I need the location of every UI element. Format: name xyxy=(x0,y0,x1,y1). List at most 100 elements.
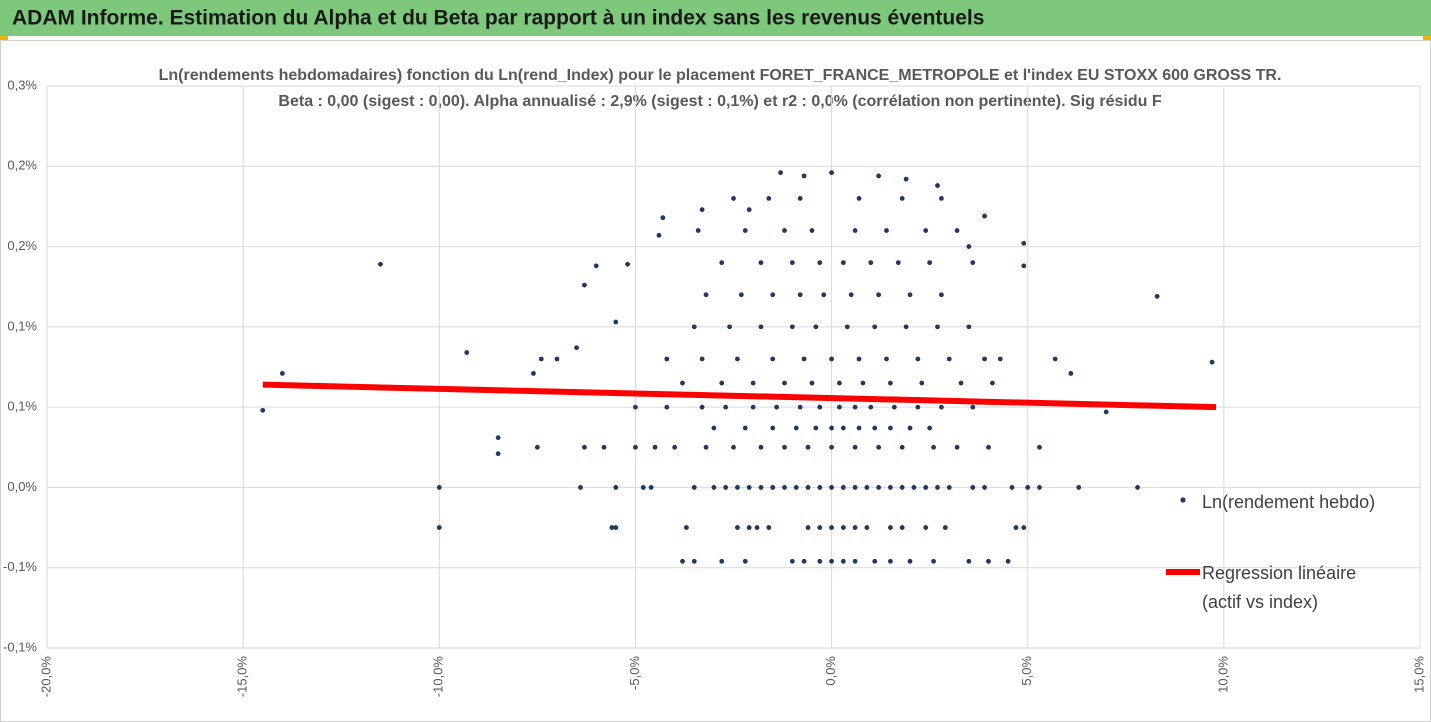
point xyxy=(899,485,905,490)
point xyxy=(782,380,787,386)
legend-item: Ln(rendement hebdo) xyxy=(1202,492,1376,512)
point xyxy=(378,261,383,267)
point xyxy=(797,292,803,298)
point xyxy=(966,324,972,330)
point xyxy=(954,444,960,450)
point xyxy=(531,371,536,376)
point xyxy=(609,525,615,530)
point xyxy=(1005,558,1011,564)
point xyxy=(946,485,952,490)
point xyxy=(982,485,987,490)
point xyxy=(837,380,842,386)
point xyxy=(817,558,823,564)
point xyxy=(986,444,991,450)
point xyxy=(1103,409,1109,415)
y-tick-label: 0,1% xyxy=(7,399,37,414)
point xyxy=(593,263,599,269)
point xyxy=(691,558,697,564)
point xyxy=(735,525,740,530)
point xyxy=(750,404,756,410)
point xyxy=(907,558,913,564)
y-tick-label: 0,2% xyxy=(7,238,37,253)
point xyxy=(907,425,913,431)
point xyxy=(742,228,748,233)
point xyxy=(735,485,740,490)
point xyxy=(723,404,729,410)
point xyxy=(860,380,866,386)
point xyxy=(735,356,740,362)
point xyxy=(1135,485,1140,490)
point xyxy=(758,485,764,490)
point xyxy=(931,558,936,564)
chart-title: Ln(rendements hebdomadaires) fonction du… xyxy=(159,67,1282,84)
y-tick-label: -0,1% xyxy=(3,639,37,654)
point xyxy=(903,176,909,182)
point xyxy=(770,356,776,362)
point xyxy=(809,380,815,386)
point xyxy=(982,356,987,362)
point xyxy=(652,444,658,450)
point xyxy=(680,558,685,564)
point xyxy=(1021,240,1027,246)
point xyxy=(852,228,858,233)
point xyxy=(939,292,944,298)
x-tick-label: -20,0% xyxy=(38,656,53,698)
point xyxy=(582,282,587,288)
point xyxy=(797,404,803,410)
point xyxy=(625,261,630,267)
point xyxy=(746,485,752,490)
point xyxy=(997,356,1003,362)
point xyxy=(554,356,560,362)
point xyxy=(699,356,705,362)
point xyxy=(927,425,933,431)
legend-item: Regression linéaire (actif vs index) xyxy=(1202,563,1357,612)
point xyxy=(633,444,638,450)
point xyxy=(770,485,776,490)
point xyxy=(1021,263,1027,269)
point xyxy=(888,525,893,530)
point xyxy=(829,485,834,490)
point xyxy=(990,380,995,386)
point xyxy=(840,558,846,564)
point xyxy=(966,244,972,249)
point xyxy=(840,260,846,266)
point xyxy=(915,356,921,362)
header-bar xyxy=(0,0,1431,36)
point xyxy=(876,292,882,298)
point xyxy=(876,173,882,179)
point xyxy=(738,292,744,298)
point xyxy=(1021,525,1027,530)
point xyxy=(829,356,834,362)
point xyxy=(888,425,893,431)
point xyxy=(613,525,619,530)
point xyxy=(884,356,889,362)
point xyxy=(742,558,748,564)
point xyxy=(538,356,544,362)
point xyxy=(935,324,940,330)
point xyxy=(840,425,846,431)
point xyxy=(801,173,807,179)
point xyxy=(774,404,780,410)
point xyxy=(911,485,917,490)
point xyxy=(260,407,266,413)
point xyxy=(279,371,285,376)
point xyxy=(656,232,662,238)
point xyxy=(789,324,795,330)
point xyxy=(680,380,685,386)
point xyxy=(829,444,834,450)
point xyxy=(915,404,921,410)
point xyxy=(923,485,929,490)
header-title: ADAM Informe. Estimation du Alpha et du … xyxy=(12,7,984,30)
point xyxy=(640,485,646,490)
point xyxy=(864,485,870,490)
point xyxy=(789,558,795,564)
point xyxy=(864,525,870,530)
point xyxy=(844,324,850,330)
point xyxy=(829,525,834,530)
point xyxy=(754,525,760,530)
point xyxy=(1037,444,1042,450)
point xyxy=(495,435,501,441)
point xyxy=(648,485,654,490)
point xyxy=(923,525,929,530)
